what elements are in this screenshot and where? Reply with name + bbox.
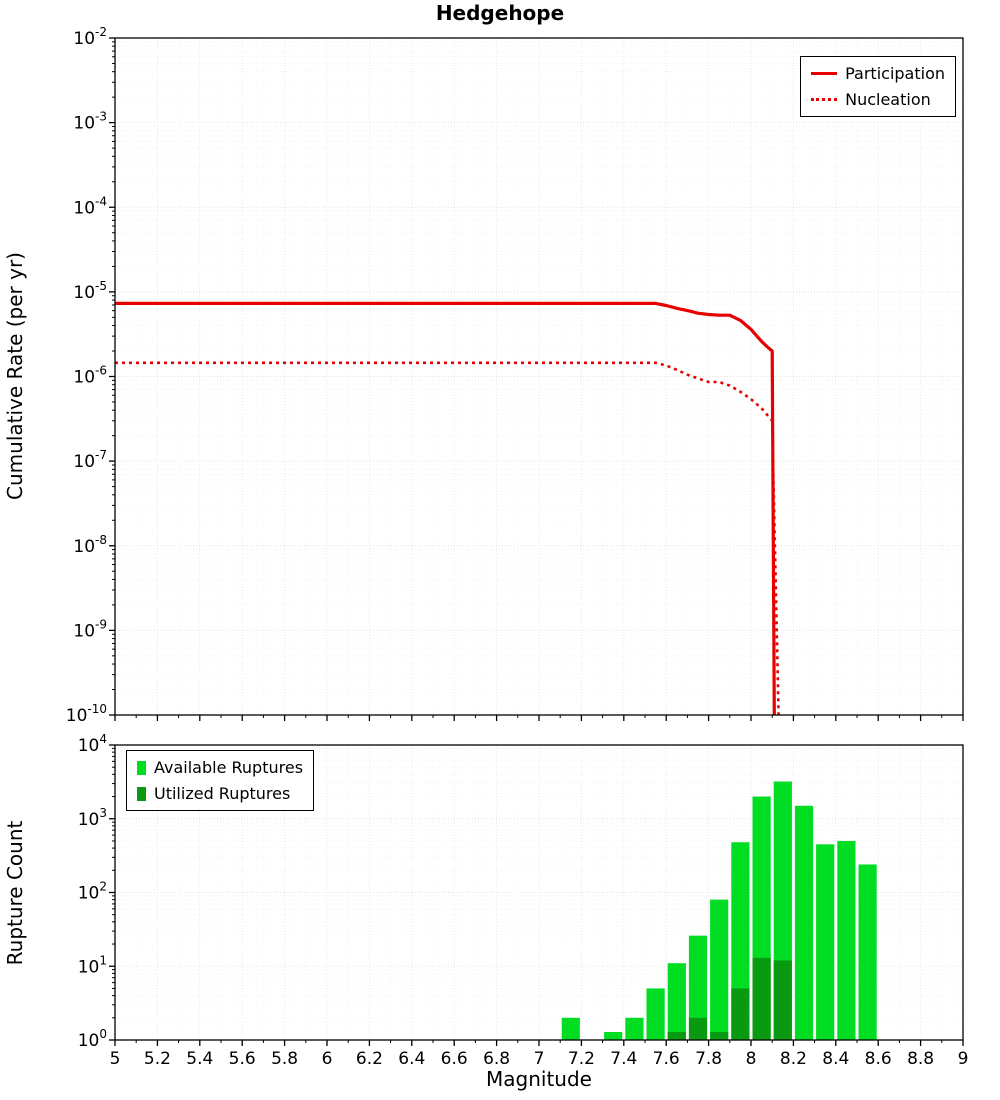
svg-text:6.2: 6.2 [356,1049,383,1069]
legend-label-available: Available Ruptures [154,758,304,777]
svg-text:5.2: 5.2 [144,1049,171,1069]
rate-legend: Participation Nucleation [800,56,956,117]
legend-label-participation: Participation [845,64,945,83]
svg-text:6.8: 6.8 [483,1049,510,1069]
svg-text:9: 9 [958,1049,969,1069]
svg-text:8.2: 8.2 [780,1049,807,1069]
svg-text:10-3: 10-3 [73,110,107,134]
svg-text:5.4: 5.4 [186,1049,213,1069]
svg-text:8.8: 8.8 [907,1049,934,1069]
svg-text:10-4: 10-4 [73,194,107,218]
svg-text:6.4: 6.4 [398,1049,425,1069]
participation-line-swatch [811,72,838,75]
svg-text:8.6: 8.6 [865,1049,892,1069]
svg-text:7.8: 7.8 [695,1049,722,1069]
chart-title: Hedgehope [436,1,564,25]
legend-label-nucleation: Nucleation [845,90,931,109]
legend-label-utilized: Utilized Ruptures [154,784,291,803]
svg-text:10-5: 10-5 [73,279,107,303]
svg-text:10-7: 10-7 [73,448,107,472]
legend-item-participation: Participation [811,64,945,83]
x-axis-label: Magnitude [486,1067,592,1091]
svg-text:10-9: 10-9 [73,617,107,641]
svg-text:101: 101 [78,953,107,977]
svg-text:8: 8 [746,1049,757,1069]
svg-text:7.2: 7.2 [568,1049,595,1069]
svg-text:7: 7 [534,1049,545,1069]
svg-text:10-2: 10-2 [73,25,107,49]
bottom-y-axis-label: Rupture Count [3,820,27,965]
utilized-ruptures-swatch [137,786,146,801]
svg-text:6.6: 6.6 [441,1049,468,1069]
svg-text:103: 103 [78,806,107,830]
svg-text:5: 5 [110,1049,121,1069]
available-ruptures-swatch [137,760,146,775]
svg-text:10-8: 10-8 [73,533,107,557]
svg-text:8.4: 8.4 [822,1049,849,1069]
svg-text:5.6: 5.6 [229,1049,256,1069]
svg-text:7.4: 7.4 [610,1049,637,1069]
top-y-axis-label: Cumulative Rate (per yr) [3,252,27,500]
svg-text:10-6: 10-6 [73,364,107,388]
svg-text:104: 104 [78,732,107,756]
rate-plot: 10-10 10-9 10-8 10-7 10-6 10-5 10-4 10-3 10-2 [66,25,964,726]
nucleation-line-swatch [811,98,838,101]
svg-text:5.8: 5.8 [271,1049,298,1069]
count-legend: Available Ruptures Utilized Ruptures [126,750,315,811]
svg-text:7.6: 7.6 [653,1049,680,1069]
svg-text:100: 100 [78,1027,107,1051]
legend-item-utilized: Utilized Ruptures [137,784,303,803]
count-plot: 100 101 102 103 104 5 5.2 5.4 5.6 5.8 6 6.2 6.4 6.6 6.… [78,732,969,1069]
svg-text:6: 6 [322,1049,333,1069]
legend-item-nucleation: Nucleation [811,90,945,109]
svg-text:102: 102 [78,880,107,904]
legend-item-available: Available Ruptures [137,758,303,777]
svg-text:10-10: 10-10 [66,702,107,726]
